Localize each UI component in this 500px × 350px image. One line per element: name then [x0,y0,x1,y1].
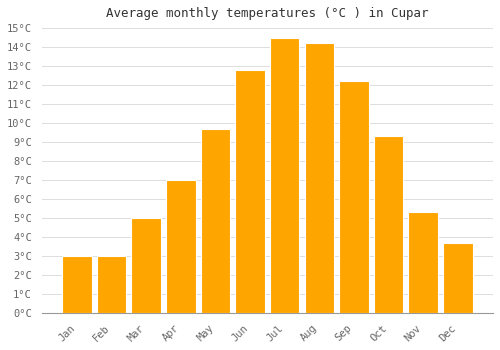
Bar [62,256,92,313]
Title: Average monthly temperatures (°C ) in Cupar: Average monthly temperatures (°C ) in Cu… [106,7,428,20]
Bar [408,212,438,313]
Bar [236,70,265,313]
Bar [339,81,368,313]
Bar [304,43,334,313]
Bar [132,218,161,313]
Bar [200,129,230,313]
Bar [270,37,300,313]
Bar [374,136,404,313]
Bar [166,180,196,313]
Bar [97,256,126,313]
Bar [443,243,472,313]
